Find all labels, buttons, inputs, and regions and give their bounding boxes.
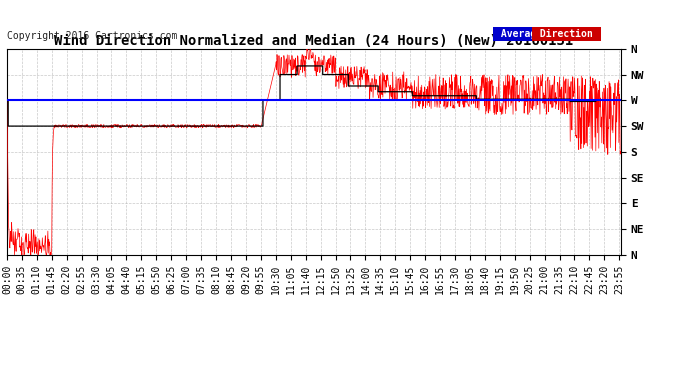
Text: Average: Average xyxy=(495,29,548,39)
Text: Copyright 2016 Cartronics.com: Copyright 2016 Cartronics.com xyxy=(7,32,177,41)
Title: Wind Direction Normalized and Median (24 Hours) (New) 20160131: Wind Direction Normalized and Median (24… xyxy=(55,34,573,48)
Text: Direction: Direction xyxy=(534,29,599,39)
